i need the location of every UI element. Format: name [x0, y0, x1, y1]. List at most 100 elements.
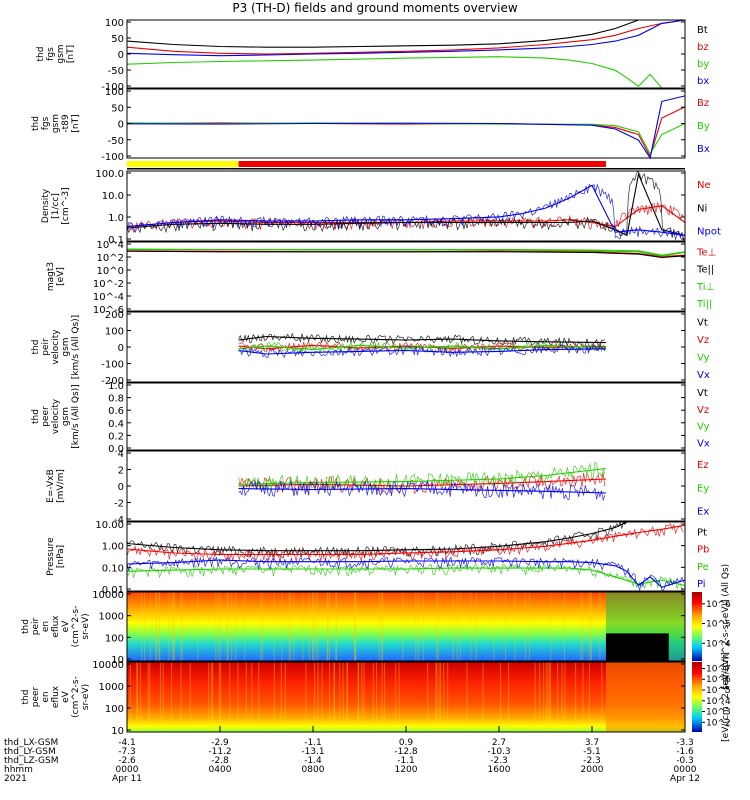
heatmap-streak	[317, 662, 319, 732]
heatmap-streak	[539, 662, 541, 732]
series-noise-Ey	[238, 461, 606, 492]
heatmap-streak	[346, 662, 348, 732]
series-Bz	[126, 106, 686, 159]
heatmap-streak	[443, 662, 445, 732]
legend-Ni: Ni	[697, 203, 707, 214]
series-Bx	[126, 95, 686, 160]
heatmap-streak	[136, 662, 138, 732]
legend-Vx: Vx	[697, 370, 710, 381]
xaxis-row-value: -5.1	[583, 747, 601, 757]
legend-Ez: Ez	[697, 460, 709, 471]
panel-frame-0	[126, 19, 686, 89]
heatmap-streak	[139, 662, 141, 732]
legend-Bt: Bt	[697, 25, 708, 36]
heatmap-streak	[220, 662, 222, 732]
panel-frame-8	[126, 591, 686, 662]
ytick-label: -50	[108, 136, 124, 147]
panel-3	[126, 241, 686, 312]
heatmap-streak	[180, 662, 182, 732]
ytick-label: 200	[105, 310, 124, 321]
series-noise-Pb	[126, 523, 684, 563]
ytick-label: 0	[118, 50, 124, 61]
legend-Ey: Ey	[697, 483, 709, 494]
heatmap-streak	[440, 662, 442, 732]
ytick-label: 100	[105, 633, 124, 644]
heatmap-streak	[436, 662, 438, 732]
heatmap-streak	[346, 662, 348, 732]
series-bx	[126, 19, 686, 57]
series-Ex	[238, 488, 607, 494]
ylabel-line: thd	[31, 409, 41, 424]
heatmap-streak	[244, 592, 246, 661]
xaxis-row-value: 2000	[581, 765, 604, 775]
ylabel-line: eV	[61, 620, 71, 633]
ytick-label: 10^0	[97, 266, 124, 277]
colorbar-tick-label: 10^4	[706, 639, 731, 649]
heatmap-streak	[149, 592, 151, 661]
ylabel-line: [km/s (All Qs)]	[71, 315, 81, 379]
heatmap-late-region	[605, 662, 685, 732]
ylabel-line: peir	[31, 617, 41, 635]
heatmap-streak	[482, 662, 484, 732]
heatmap-streak	[382, 592, 384, 661]
series-by	[126, 56, 685, 89]
series-noise-Vt	[238, 332, 605, 348]
heatmap-streak	[381, 592, 383, 661]
heatmap-streak	[212, 662, 214, 732]
ylabel-line: fgs	[41, 116, 51, 130]
ylabel-line: (cm^2-s-	[71, 606, 81, 648]
legend-Ex: Ex	[697, 507, 709, 518]
heatmap-streak	[235, 592, 237, 661]
heatmap-streak	[211, 662, 213, 732]
ylabel-line: gsm	[51, 114, 61, 133]
legend-Vy: Vy	[697, 422, 710, 433]
heatmap-streak	[156, 592, 158, 661]
heatmap-streak	[315, 592, 317, 661]
xaxis-row-value: 0800	[302, 765, 325, 775]
heatmap-streak	[402, 592, 404, 661]
heatmap-streak	[427, 662, 429, 732]
heatmap-streak	[547, 662, 549, 732]
legend-Te⊥: Te⊥	[696, 247, 716, 258]
xaxis-row-label: thd_LY-GSM	[4, 747, 56, 757]
ylabel-line: [mV/m]	[56, 469, 66, 503]
heatmap-streak	[273, 662, 275, 732]
heatmap-streak	[534, 662, 536, 732]
legend-Vt: Vt	[697, 318, 708, 329]
series-noise-Ne	[126, 201, 684, 234]
ytick-label: 100.0	[95, 169, 124, 180]
heatmap-streak	[363, 662, 365, 732]
xaxis-row-value: -3.3	[676, 738, 694, 748]
heatmap-streak	[147, 662, 149, 732]
heatmap-streak	[582, 662, 584, 732]
heatmap-streak	[226, 592, 228, 661]
series-Pi	[126, 559, 686, 588]
heatmap-streak	[172, 592, 174, 661]
xaxis-row-value: -1.1	[304, 738, 322, 748]
panel-0	[126, 19, 686, 89]
ytick-label: 1.00	[102, 542, 124, 553]
heatmap-streak	[378, 592, 380, 661]
ylabel-line: en	[41, 621, 51, 632]
status-bar-yellow	[127, 161, 239, 167]
heatmap-streak	[588, 662, 590, 732]
heatmap-streak	[437, 592, 439, 661]
legend-Pt: Pt	[697, 527, 707, 538]
heatmap-streak	[417, 592, 419, 661]
ytick-label: 0	[118, 482, 124, 493]
xaxis-row-value: -2.3	[583, 756, 601, 766]
heatmap-streak	[355, 592, 357, 661]
ytick-label: 10	[111, 726, 124, 737]
xaxis-row-value: -12.8	[394, 747, 418, 757]
heatmap-streak	[466, 662, 468, 732]
heatmap-streak	[372, 662, 374, 732]
ylabel-line: velocity	[51, 398, 61, 434]
ylabel-line: fgs	[46, 47, 56, 61]
heatmap-streak	[326, 592, 328, 661]
xaxis-date-start: Apr 11	[112, 774, 142, 784]
heatmap-streak	[308, 592, 310, 661]
heatmap-streak	[327, 592, 329, 661]
heatmap-streak	[357, 662, 359, 732]
ytick-label: 10^-2	[93, 279, 124, 290]
